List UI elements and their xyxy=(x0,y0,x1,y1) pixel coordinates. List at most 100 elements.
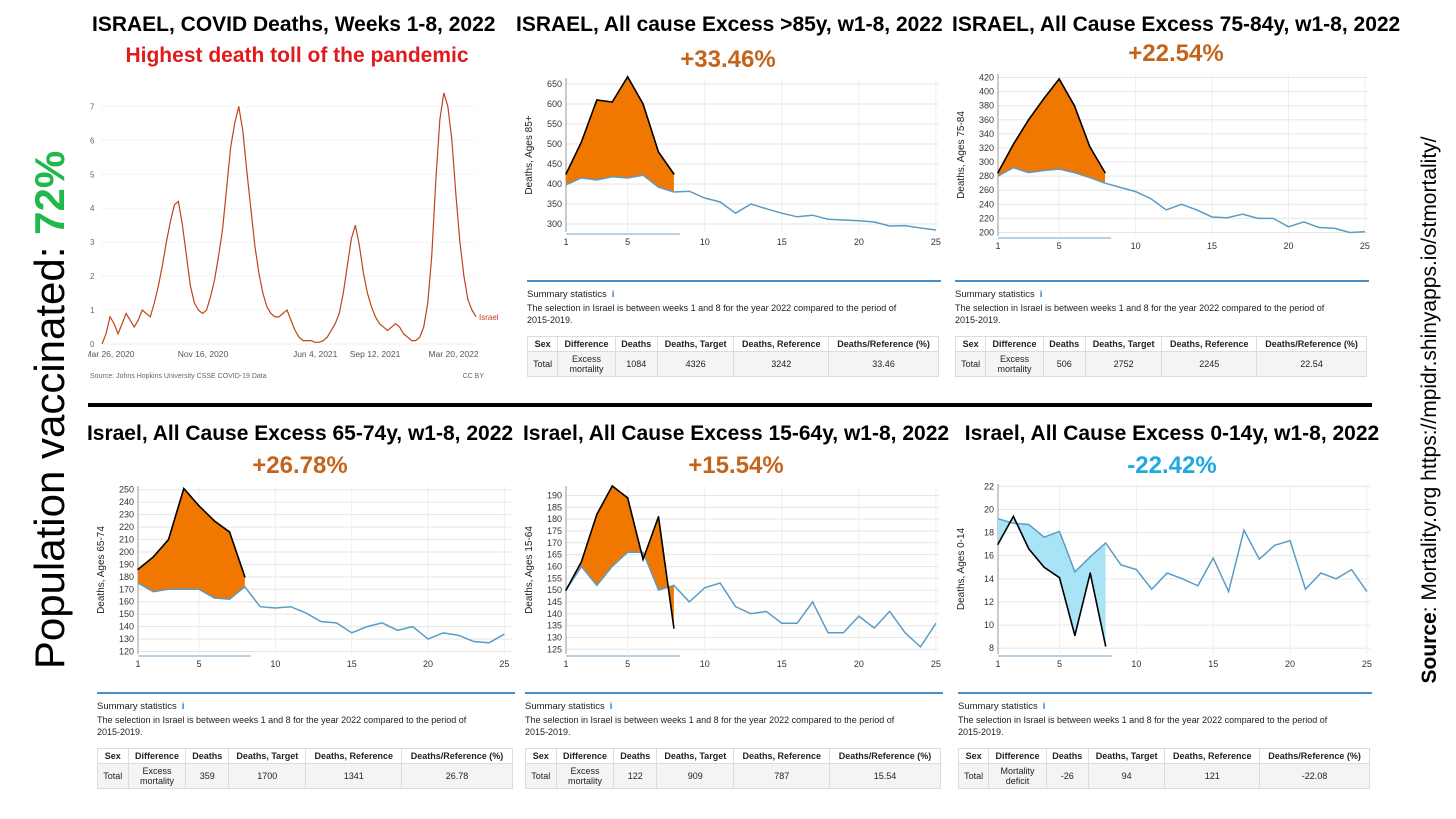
target-point xyxy=(1043,566,1045,569)
target-point xyxy=(213,520,216,522)
table-cell: Total xyxy=(957,763,990,789)
summary-heading: Summary statistics i xyxy=(97,701,184,712)
y-tick-label: 150 xyxy=(119,609,134,619)
table-cell: Mortality deficit xyxy=(988,763,1047,789)
column-header: Deaths, Target xyxy=(1087,748,1166,764)
table-cell: 909 xyxy=(656,763,735,789)
y-tick-label: 160 xyxy=(547,561,562,571)
target-point xyxy=(228,531,231,533)
y-axis-label: Deaths, Ages 75-84 xyxy=(956,111,967,199)
y-tick-label: 135 xyxy=(547,621,562,631)
y-tick-label: 4 xyxy=(90,204,95,213)
y-tick-label: 420 xyxy=(979,73,994,83)
summary-description: The selection in Israel is between weeks… xyxy=(958,714,1327,738)
target-series-line xyxy=(997,77,1106,174)
target-point xyxy=(182,487,185,490)
summary-table: Sex Difference Deaths Deaths, Target Deaths,… xyxy=(525,748,941,789)
x-tick-label: 1 xyxy=(563,659,568,669)
reference-series-line xyxy=(565,174,937,231)
reference-series-line xyxy=(997,517,1368,594)
y-tick-label: 165 xyxy=(547,550,562,560)
panel-3-percent: +26.78% xyxy=(252,452,348,479)
table-cell: 1341 xyxy=(305,763,403,789)
table-cell: 26.78 xyxy=(401,763,513,789)
info-icon[interactable]: i xyxy=(1042,701,1046,712)
target-point xyxy=(1058,78,1060,80)
reference-series-line xyxy=(137,582,505,644)
y-tick-label: 280 xyxy=(979,171,994,181)
info-icon[interactable]: i xyxy=(1039,289,1043,300)
table-cell: 2752 xyxy=(1084,351,1163,377)
panel-5-summary: Summary statistics i The selection in Isra… xyxy=(957,692,1372,816)
column-header: Deaths/Reference (%) xyxy=(829,748,941,764)
x-tick-label: 25 xyxy=(931,659,941,669)
y-tick-label: 250 xyxy=(119,485,134,495)
x-tick-label: Nov 16, 2020 xyxy=(178,349,229,359)
column-header: Deaths xyxy=(185,748,230,764)
x-tick-label: 1 xyxy=(563,237,568,247)
table-cell: 2245 xyxy=(1161,351,1258,377)
y-tick-label: 170 xyxy=(547,538,562,548)
summary-description-line: The selection in Israel is between weeks… xyxy=(958,715,1328,725)
y-tick-label: 360 xyxy=(979,115,994,125)
y-axis-label: Deaths, Ages 65-74 xyxy=(96,526,107,614)
column-header: Sex xyxy=(97,748,129,764)
column-header: Sex xyxy=(954,336,987,352)
summary-heading-text: Summary statistics xyxy=(527,289,607,300)
info-icon[interactable]: i xyxy=(611,289,615,300)
vaccinated-label: Population vaccinated: xyxy=(26,234,73,669)
x-tick-label: 1 xyxy=(995,241,1000,251)
summary-table: Sex Difference Deaths Deaths, Target Deaths,… xyxy=(526,336,939,377)
difference-area xyxy=(138,488,245,600)
target-point xyxy=(1104,645,1107,647)
y-tick-label: 130 xyxy=(547,632,562,642)
y-tick-label: 400 xyxy=(547,179,562,189)
x-tick-label: Mar 26, 2020 xyxy=(88,349,135,359)
series-label: Israel xyxy=(479,313,499,322)
column-header: Deaths xyxy=(614,336,658,352)
row-divider xyxy=(88,403,1372,407)
x-tick-label: 1 xyxy=(995,659,1000,669)
y-tick-label: 7 xyxy=(90,102,95,111)
summary-description-line: The selection in Israel is between weeks… xyxy=(955,303,1325,313)
y-tick-label: 210 xyxy=(119,535,134,545)
population-vaccinated-banner: Population vaccinated: 72% xyxy=(8,0,92,819)
table-cell: 3242 xyxy=(733,351,830,377)
table-row: Total Mortality deficit -26 94 121 -22.08 xyxy=(957,763,1370,789)
column-header: Difference xyxy=(988,748,1047,764)
y-tick-label: 600 xyxy=(547,99,562,109)
y-tick-label: 500 xyxy=(547,139,562,149)
source-banner: Source: Mortality.org https://mpidr.shin… xyxy=(1408,0,1452,819)
y-axis-label: Deaths, Ages 0-14 xyxy=(956,527,967,610)
y-tick-label: 550 xyxy=(547,119,562,129)
column-header: Deaths, Target xyxy=(656,336,735,352)
table-header-row: Sex Difference Deaths Deaths, Target Deaths,… xyxy=(957,748,1370,764)
target-point xyxy=(997,543,999,545)
summary-heading-text: Summary statistics xyxy=(525,701,605,712)
y-tick-label: 130 xyxy=(119,634,134,644)
source-text: : Mortality.org https://mpidr.shinyapps.… xyxy=(1418,136,1441,612)
target-point xyxy=(642,558,644,561)
y-tick-label: 2 xyxy=(90,272,95,281)
y-tick-label: 185 xyxy=(547,502,562,512)
covid-panel-subtitle: Highest death toll of the pandemic xyxy=(125,44,469,67)
column-header: Deaths, Reference xyxy=(733,336,830,352)
table-header-row: Sex Difference Deaths Deaths, Target Deaths,… xyxy=(954,336,1367,352)
difference-area xyxy=(998,516,1106,646)
summary-description: The selection in Israel is between weeks… xyxy=(97,714,466,738)
column-header: Difference xyxy=(555,748,615,764)
panel-1-title: ISRAEL, All cause Excess >85y, w1-8, 202… xyxy=(516,13,943,36)
x-tick-label: 15 xyxy=(777,659,787,669)
table-cell: 506 xyxy=(1042,351,1086,377)
info-icon[interactable]: i xyxy=(609,701,613,712)
summary-heading: Summary statistics i xyxy=(955,289,1042,300)
x-tick-label: 5 xyxy=(625,237,630,247)
info-icon[interactable]: i xyxy=(181,701,185,712)
table-row: Total Excess mortality 506 2752 2245 22.54 xyxy=(954,351,1367,377)
column-header: Deaths, Target xyxy=(656,748,735,764)
x-tick-label: Sep 12, 2021 xyxy=(350,349,401,359)
y-tick-label: 0 xyxy=(90,340,95,349)
summary-description-line: 2015-2019. xyxy=(958,727,1004,737)
y-tick-label: 650 xyxy=(547,79,562,89)
